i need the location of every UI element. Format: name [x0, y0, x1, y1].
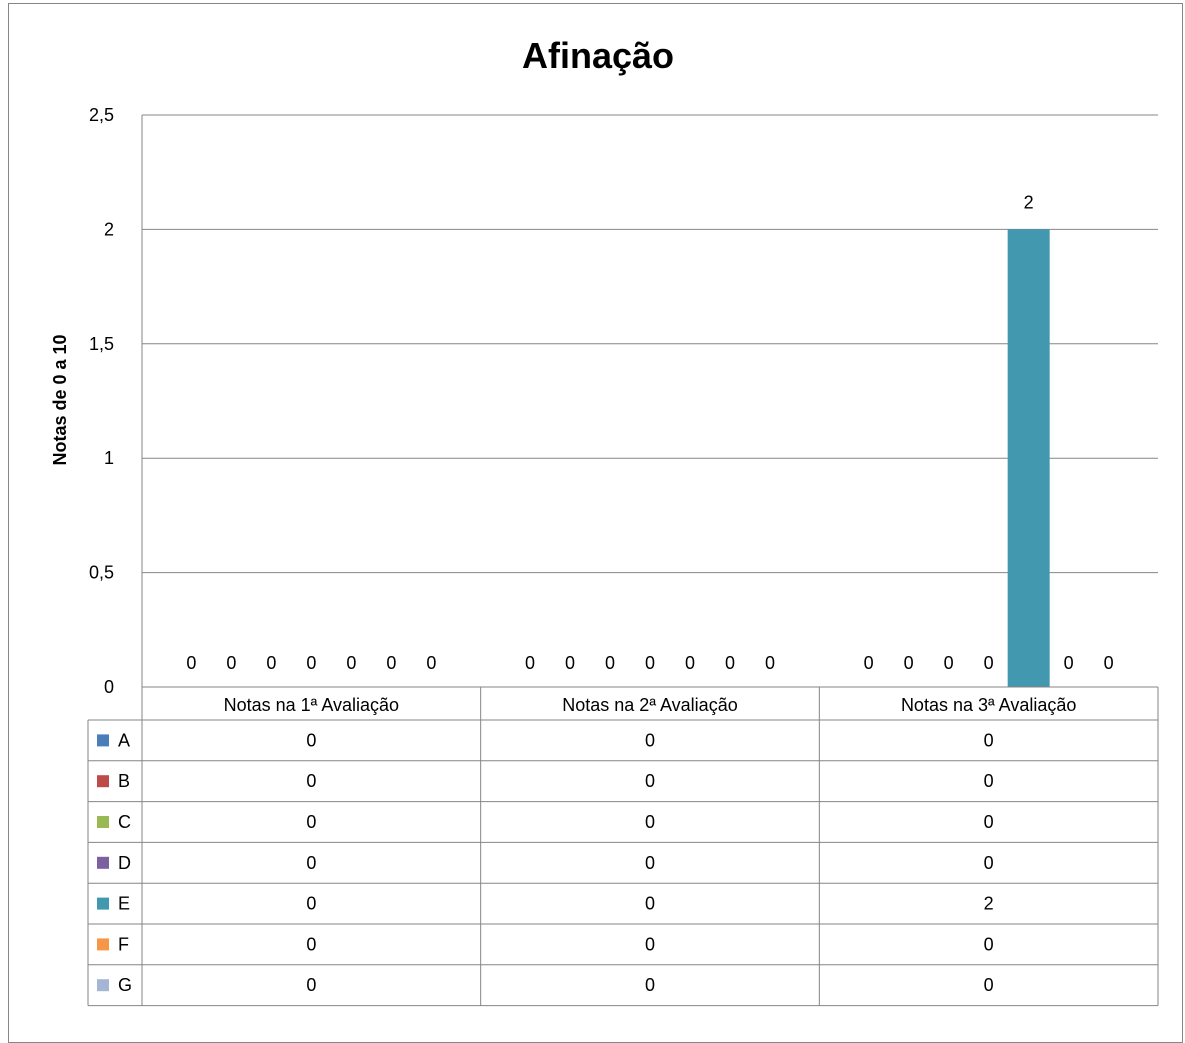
data-table: Notas na 1ª Avaliação Notas na 2ª Avaliaç… — [87, 686, 1159, 1007]
y-tick-label: 1,5 — [89, 334, 114, 354]
table-cell: 0 — [306, 975, 316, 995]
table-cell: 0 — [645, 853, 655, 873]
data-label: 0 — [426, 653, 436, 673]
gridlines — [141, 114, 1158, 687]
table-cell: 0 — [984, 934, 994, 954]
data-label: 0 — [944, 653, 954, 673]
x-tick-label: Notas na 2ª Avaliação — [562, 695, 737, 715]
table-cell: 0 — [645, 975, 655, 995]
table-cell: 0 — [645, 812, 655, 832]
data-label: 0 — [186, 653, 196, 673]
data-label: 0 — [864, 653, 874, 673]
table-cell: 0 — [306, 894, 316, 914]
legend-label: B — [118, 771, 130, 791]
data-label: 0 — [525, 653, 535, 673]
data-label: 0 — [306, 653, 316, 673]
table-cell: 0 — [645, 894, 655, 914]
y-tick-label: 2,5 — [89, 105, 114, 125]
table-cell: 2 — [984, 894, 994, 914]
legend-label: A — [118, 730, 130, 750]
table-cell: 0 — [306, 853, 316, 873]
y-tick-label: 2 — [104, 219, 114, 239]
legend-label: G — [118, 975, 132, 995]
table-cell: 0 — [645, 771, 655, 791]
data-label: 0 — [266, 653, 276, 673]
legend-label: C — [118, 812, 131, 832]
data-label: 2 — [1024, 192, 1034, 212]
bar — [1007, 229, 1050, 687]
legend-swatch — [97, 856, 109, 869]
data-label: 0 — [386, 653, 396, 673]
data-labels: 0 0 0 0 0 0 0 0 0 0 0 0 0 0 0 0 0 0 2 0 0 — [186, 192, 1113, 673]
legend-swatch — [97, 775, 109, 788]
data-label: 0 — [565, 653, 575, 673]
data-label: 0 — [1104, 653, 1114, 673]
data-label: 0 — [346, 653, 356, 673]
table-cell: 0 — [306, 771, 316, 791]
table-cell: 0 — [306, 934, 316, 954]
table-cell: 0 — [645, 934, 655, 954]
data-label: 0 — [605, 653, 615, 673]
table-cell: 0 — [984, 853, 994, 873]
data-label: 0 — [725, 653, 735, 673]
table-cell: 0 — [645, 730, 655, 750]
bars — [1007, 229, 1050, 687]
legend-swatch — [97, 734, 109, 747]
y-tick-label: 1 — [104, 448, 114, 468]
y-axis-ticks: 0 0,5 1 1,5 2 2,5 — [89, 105, 114, 697]
data-label: 0 — [685, 653, 695, 673]
chart-frame — [8, 3, 1183, 1043]
table-cell: 0 — [984, 730, 994, 750]
legend-swatch — [97, 979, 109, 992]
legend-swatch — [97, 897, 109, 910]
y-tick-label: 0 — [104, 677, 114, 697]
table-cell: 0 — [984, 771, 994, 791]
legend-swatch — [97, 816, 109, 828]
legend-label: E — [118, 894, 130, 914]
data-label: 0 — [984, 653, 994, 673]
chart-title: Afinação — [522, 35, 674, 76]
x-tick-label: Notas na 1ª Avaliação — [224, 695, 399, 715]
table-cell: 0 — [984, 975, 994, 995]
data-label: 0 — [226, 653, 236, 673]
y-axis-label: Notas de 0 a 10 — [50, 334, 70, 465]
table-cell: 0 — [306, 812, 316, 832]
data-label: 0 — [904, 653, 914, 673]
data-label: 0 — [645, 653, 655, 673]
legend-label: F — [118, 934, 129, 954]
table-cell: 0 — [306, 730, 316, 750]
y-tick-label: 0,5 — [89, 563, 114, 583]
data-label: 0 — [1064, 653, 1074, 673]
x-tick-label: Notas na 3ª Avaliação — [901, 695, 1076, 715]
legend-label: D — [118, 853, 131, 873]
legend-swatch — [97, 938, 109, 951]
data-label: 0 — [765, 653, 775, 673]
table-cell: 0 — [984, 812, 994, 832]
